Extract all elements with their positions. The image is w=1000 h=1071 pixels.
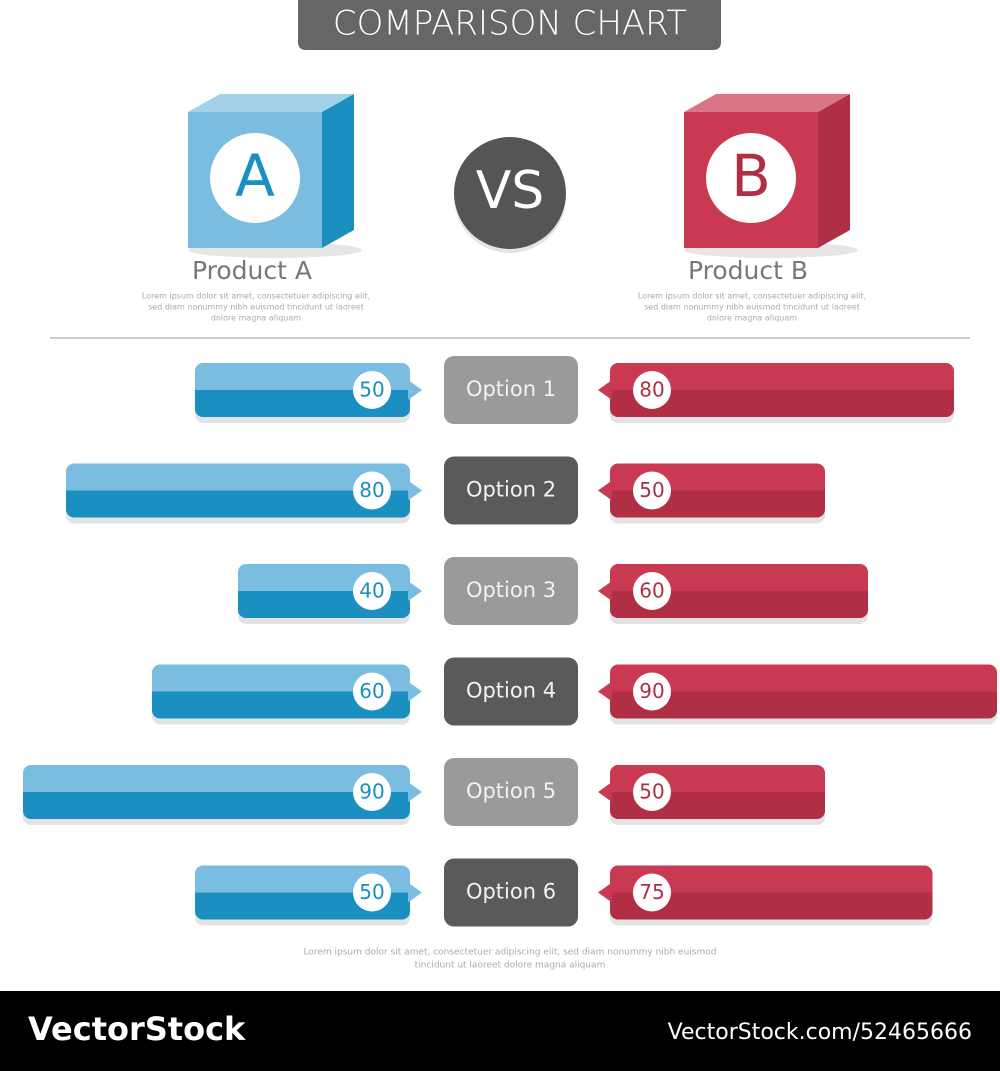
value-badge — [353, 773, 391, 811]
category-label: Option 5 — [466, 779, 556, 803]
bar — [610, 564, 868, 618]
option-box — [444, 356, 578, 424]
bar — [195, 865, 410, 920]
bar — [610, 664, 997, 719]
cube-top — [188, 94, 354, 112]
brand-id: VectorStock.com/52465666 — [668, 1020, 972, 1045]
value-badge — [353, 672, 391, 711]
value-label: 50 — [359, 378, 384, 402]
product-name: Product B — [688, 256, 808, 285]
value-badge — [633, 773, 671, 811]
bar-pointer — [408, 882, 422, 903]
category-label: Option 4 — [466, 679, 556, 703]
category-label: Option 3 — [466, 578, 556, 602]
category-label: Option 2 — [466, 478, 556, 502]
product-description: dolore magna aliquam — [211, 314, 301, 323]
product-description: sed diam nonummy nibh euismod tincidunt … — [148, 303, 364, 312]
cube-badge — [706, 133, 796, 223]
option-box — [444, 456, 578, 525]
option-box — [444, 858, 578, 927]
bar-pointer — [408, 681, 422, 702]
bar-pointer — [408, 782, 422, 802]
title-box — [298, 0, 721, 50]
cube-side — [322, 94, 354, 248]
value-badge — [633, 873, 671, 912]
brand: VectorStock — [28, 1010, 246, 1048]
value-badge — [353, 371, 391, 409]
bar — [66, 463, 410, 518]
value-label: 90 — [359, 780, 384, 804]
bar-pointer — [598, 782, 612, 802]
product-description: Lorem ipsum dolor sit amet, consectetuer… — [638, 292, 866, 301]
bar-pointer — [598, 882, 612, 903]
value-badge — [353, 873, 391, 912]
value-badge — [633, 572, 671, 610]
value-label: 50 — [639, 780, 664, 804]
bar-pointer — [598, 480, 612, 501]
product-name: Product A — [192, 256, 312, 285]
value-badge — [633, 471, 671, 510]
bar — [23, 765, 410, 819]
value-badge — [353, 572, 391, 610]
value-label: 80 — [639, 378, 664, 402]
value-label: 60 — [639, 579, 664, 603]
category-label: Option 1 — [466, 377, 556, 401]
value-label: 50 — [639, 478, 664, 502]
value-label: 50 — [359, 880, 384, 904]
option-box — [444, 557, 578, 625]
footnote: tincidunt ut laoreet dolore magna aliqua… — [415, 961, 606, 971]
product-description: sed diam nonummy nibh euismod tincidunt … — [644, 303, 860, 312]
bar — [610, 363, 954, 417]
cube-badge — [210, 133, 300, 223]
footnote: Lorem ipsum dolor sit amet, consectetuer… — [304, 948, 717, 958]
option-box — [444, 657, 578, 726]
bar-pointer — [408, 480, 422, 501]
value-label: 80 — [359, 478, 384, 502]
cube-side — [818, 94, 850, 248]
vs-label: VS — [476, 161, 545, 221]
bar-pointer — [598, 581, 612, 601]
product-description: Lorem ipsum dolor sit amet, consectetuer… — [142, 292, 370, 301]
value-badge — [353, 471, 391, 510]
vs-circle — [454, 137, 566, 249]
option-box — [444, 758, 578, 826]
bar — [195, 363, 410, 417]
value-label: 40 — [359, 579, 384, 603]
product-description: dolore magna aliquam — [707, 314, 797, 323]
value-badge — [633, 672, 671, 711]
value-label: 90 — [639, 679, 664, 703]
category-label: Option 6 — [466, 880, 556, 904]
product-letter: A — [235, 142, 275, 210]
bar-pointer — [598, 380, 612, 400]
bar-pointer — [408, 380, 422, 400]
bar-pointer — [408, 581, 422, 601]
chart-title: COMPARISON CHART — [333, 4, 687, 44]
value-badge — [633, 371, 671, 409]
cube-top — [684, 94, 850, 112]
footer-band — [0, 991, 1000, 1071]
value-label: 60 — [359, 679, 384, 703]
bar — [152, 664, 410, 719]
bar — [610, 865, 933, 920]
bar-pointer — [598, 681, 612, 702]
product-letter: B — [731, 142, 771, 210]
value-label: 75 — [639, 880, 664, 904]
